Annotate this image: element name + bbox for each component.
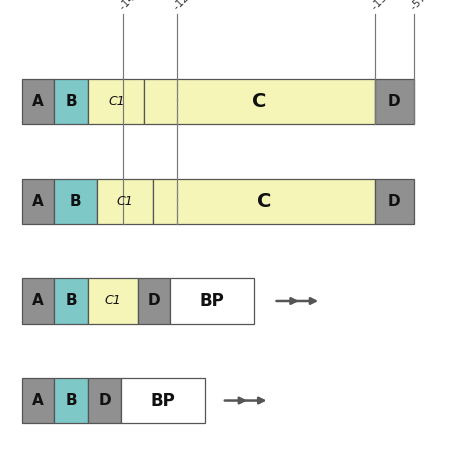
Text: C1: C1 bbox=[105, 294, 121, 308]
Bar bbox=[88, 378, 121, 423]
Text: D: D bbox=[388, 194, 401, 209]
Text: A: A bbox=[32, 393, 44, 408]
Text: D: D bbox=[388, 94, 401, 109]
Text: D: D bbox=[98, 393, 111, 408]
Text: -1256 bp: -1256 bp bbox=[172, 0, 212, 12]
Text: D: D bbox=[148, 293, 160, 309]
Bar bbox=[21, 279, 54, 323]
Bar bbox=[153, 179, 375, 224]
Bar bbox=[375, 179, 414, 224]
Bar bbox=[54, 378, 88, 423]
Bar bbox=[145, 79, 375, 124]
Bar bbox=[170, 279, 254, 323]
Bar bbox=[21, 179, 54, 224]
Text: B: B bbox=[65, 293, 77, 309]
Text: A: A bbox=[32, 293, 44, 309]
Bar bbox=[97, 179, 153, 224]
Text: A: A bbox=[32, 94, 44, 109]
Bar bbox=[88, 79, 145, 124]
Bar bbox=[54, 279, 88, 323]
Bar bbox=[21, 79, 54, 124]
Text: B: B bbox=[70, 194, 81, 209]
Text: -132 bp: -132 bp bbox=[370, 0, 405, 12]
Text: -1489 bp: -1489 bp bbox=[118, 0, 158, 12]
Text: B: B bbox=[65, 94, 77, 109]
Bar bbox=[54, 179, 97, 224]
Text: BP: BP bbox=[150, 392, 175, 410]
Text: C: C bbox=[257, 192, 271, 211]
Text: BP: BP bbox=[200, 292, 225, 310]
Bar bbox=[375, 79, 414, 124]
Text: B: B bbox=[65, 393, 77, 408]
Text: -57 bp: -57 bp bbox=[409, 0, 439, 12]
Text: A: A bbox=[32, 194, 44, 209]
Bar bbox=[54, 79, 88, 124]
Text: C1: C1 bbox=[108, 95, 125, 109]
Bar bbox=[121, 378, 205, 423]
Text: C1: C1 bbox=[117, 195, 133, 208]
Bar bbox=[138, 279, 170, 323]
Text: C: C bbox=[253, 92, 267, 111]
Bar bbox=[88, 279, 138, 323]
Bar bbox=[21, 378, 54, 423]
